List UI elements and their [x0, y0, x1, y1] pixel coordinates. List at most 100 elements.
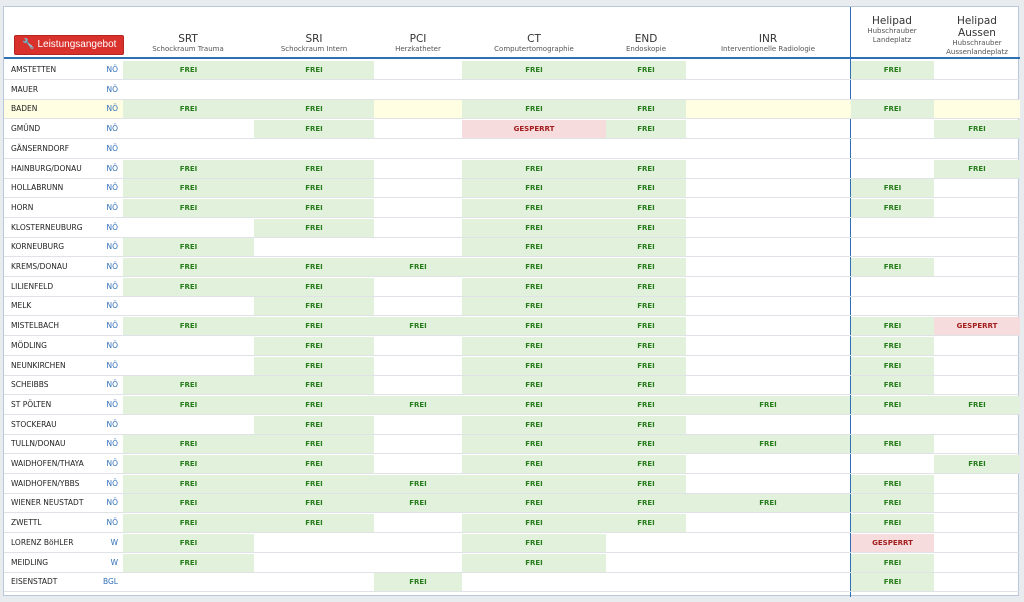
- status-cell-ct: FREI: [462, 474, 606, 493]
- status-cell-sri: FREI: [254, 435, 374, 454]
- status-cell-ct: FREI: [462, 356, 606, 375]
- column-header-0: SRT Schockraum Trauma: [133, 33, 243, 54]
- table-row[interactable]: BADEN NÖ FREI FREI FREI FREI FREI: [4, 100, 1020, 120]
- region-code: NÖ: [106, 498, 118, 508]
- hospital-name: KLOSTERNEUBURG: [11, 222, 83, 232]
- status-cell-sri: FREI: [254, 336, 374, 355]
- status-cell-end: FREI: [606, 277, 686, 296]
- table-row[interactable]: ZWETTL NÖ FREI FREI FREI FREI FREI: [4, 514, 1020, 534]
- table-row[interactable]: KREMS/DONAU NÖ FREI FREI FREI FREI FREI FREI: [4, 258, 1020, 277]
- region-code: NÖ: [106, 65, 118, 74]
- table-row[interactable]: LILIENFELD NÖ FREI FREI FREI FREI: [4, 277, 1020, 297]
- table-row[interactable]: NEUNKIRCHEN NÖ FREI FREI FREI FREI: [4, 356, 1020, 376]
- table-row[interactable]: KLOSTERNEUBURG NÖ FREI FREI FREI: [4, 218, 1020, 238]
- status-cell-helipad-aussen: FREI: [934, 120, 1020, 139]
- table-row[interactable]: SCHEIBBS NÖ FREI FREI FREI FREI FREI: [4, 376, 1020, 396]
- table-row[interactable]: EISENSTADT BGL FREI FREI: [4, 573, 1020, 593]
- column-code: Helipad Aussen: [957, 15, 997, 39]
- status-cell-ct: FREI: [462, 494, 606, 513]
- table-row[interactable]: AMSTETTEN NÖ FREI FREI FREI FREI FREI: [4, 61, 1020, 80]
- status-cell-pci: FREI: [374, 395, 462, 414]
- table-row[interactable]: MEIDLING W FREI FREI FREI: [4, 553, 1020, 573]
- status-cell-sri: FREI: [254, 455, 374, 473]
- hospital-name: LORENZ BöHLER: [11, 537, 74, 547]
- status-cell-srt: FREI: [123, 533, 254, 552]
- table-row[interactable]: WAIDHOFEN/THAYA NÖ FREI FREI FREI FREI FREI: [4, 455, 1020, 474]
- status-cell-ct: FREI: [462, 376, 606, 395]
- region-code: NÖ: [106, 439, 118, 449]
- status-cell-srt: FREI: [123, 376, 254, 395]
- hospital-name: MELK: [11, 301, 32, 311]
- status-cell-sri: FREI: [254, 514, 374, 533]
- status-cell-end: FREI: [606, 198, 686, 217]
- table-row[interactable]: MAUER NÖ: [4, 81, 1020, 100]
- column-header-3: CT Computertomographie: [479, 33, 589, 54]
- hospital-name: SCHEIBBS: [11, 380, 49, 390]
- status-cell-end: FREI: [606, 455, 686, 473]
- status-cell-ct: FREI: [462, 336, 606, 355]
- status-cell-srt: FREI: [123, 238, 254, 257]
- status-cell-sri: FREI: [254, 120, 374, 139]
- column-code: SRT: [178, 33, 198, 45]
- status-cell-helipad: FREI: [851, 435, 934, 454]
- status-cell-pci: [374, 100, 462, 119]
- status-cell-end: FREI: [606, 218, 686, 237]
- region-code: NÖ: [106, 459, 118, 468]
- table-row[interactable]: GÄNSERNDORF NÖ: [4, 140, 1020, 159]
- leistungsangebot-button[interactable]: 🔧 Leistungsangebot: [14, 35, 125, 55]
- hospital-name: HAINBURG/DONAU: [11, 163, 82, 173]
- table-row[interactable]: MISTELBACH NÖ FREI FREI FREI FREI FREI FREI GESP…: [4, 317, 1020, 337]
- hospital-name: NEUNKIRCHEN: [11, 360, 66, 370]
- column-header-1: SRI Schockraum Intern: [259, 33, 369, 54]
- table-row[interactable]: ST PÖLTEN NÖ FREI FREI FREI FREI FREI FREI FREI F…: [4, 395, 1020, 415]
- status-cell-end: FREI: [606, 61, 686, 79]
- hospital-name: MEIDLING: [11, 557, 49, 567]
- status-cell-helipad: FREI: [851, 61, 934, 79]
- table-row[interactable]: KORNEUBURG NÖ FREI FREI FREI: [4, 238, 1020, 258]
- table-row[interactable]: HORN NÖ FREI FREI FREI FREI FREI: [4, 198, 1020, 218]
- table-row[interactable]: STOCKERAU NÖ FREI FREI FREI: [4, 415, 1020, 435]
- status-cell-ct: FREI: [462, 61, 606, 79]
- hospital-name: KREMS/DONAU: [11, 262, 68, 271]
- status-cell-end: FREI: [606, 494, 686, 513]
- status-cell-ct: FREI: [462, 317, 606, 336]
- region-code: NÖ: [106, 143, 118, 153]
- table-row[interactable]: LORENZ BöHLER W FREI FREI GESPERRT: [4, 533, 1020, 553]
- status-cell-inr: [686, 100, 850, 119]
- table-row[interactable]: MÖDLING NÖ FREI FREI FREI FREI: [4, 336, 1020, 356]
- status-cell-inr: FREI: [686, 395, 850, 414]
- hospital-name: WAIDHOFEN/YBBS: [11, 478, 80, 488]
- status-cell-ct: FREI: [462, 435, 606, 454]
- status-cell-srt: FREI: [123, 159, 254, 178]
- table-row[interactable]: HAINBURG/DONAU NÖ FREI FREI FREI FREI FREI: [4, 159, 1020, 179]
- column-header-6: Helipad Hubschrauber Landeplatz: [837, 15, 947, 45]
- table-row[interactable]: MELK NÖ FREI FREI FREI: [4, 297, 1020, 317]
- hospital-name: WIENER NEUSTADT: [11, 498, 84, 508]
- region-code: BGL: [102, 577, 118, 587]
- status-cell-helipad: FREI: [851, 494, 934, 513]
- column-subtitle: Interventionelle Radiologie: [720, 45, 816, 53]
- status-cell-srt: FREI: [123, 179, 254, 198]
- status-cell-end: FREI: [606, 317, 686, 336]
- status-cell-sri: FREI: [254, 317, 374, 336]
- status-cell-sri: FREI: [254, 376, 374, 395]
- region-code: NÖ: [106, 281, 118, 291]
- table-row[interactable]: HOLLABRUNN NÖ FREI FREI FREI FREI FREI: [4, 179, 1020, 199]
- status-cell-helipad: FREI: [851, 376, 934, 395]
- status-cell-helipad: FREI: [851, 258, 934, 276]
- table-row[interactable]: WIENER NEUSTADT NÖ FREI FREI FREI FREI FREI FRE…: [4, 494, 1020, 514]
- column-header-4: END Endoskopie: [591, 33, 701, 54]
- hospital-name: MÖDLING: [11, 340, 47, 350]
- status-cell-sri: FREI: [254, 198, 374, 217]
- table-row[interactable]: TULLN/DONAU NÖ FREI FREI FREI FREI FREI FREI: [4, 435, 1020, 455]
- table-row[interactable]: WAIDHOFEN/YBBS NÖ FREI FREI FREI FREI FREI FREI: [4, 474, 1020, 494]
- leistungsangebot-label: Leistungsangebot: [37, 39, 117, 50]
- region-code: NÖ: [106, 202, 118, 212]
- status-cell-helipad: FREI: [851, 395, 934, 414]
- column-code: CT: [527, 33, 541, 45]
- region-code: W: [110, 537, 118, 547]
- table-row[interactable]: GMÜND NÖ FREI GESPERRT FREI FREI: [4, 120, 1020, 140]
- hospital-name: STOCKERAU: [11, 419, 57, 429]
- status-cell-srt: FREI: [123, 435, 254, 454]
- status-cell-ct: FREI: [462, 415, 606, 434]
